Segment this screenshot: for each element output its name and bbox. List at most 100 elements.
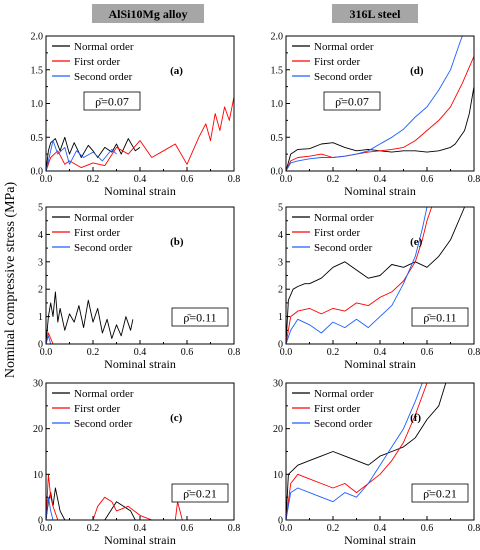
- legend-label: First order: [314, 56, 360, 68]
- series-group: [286, 207, 466, 344]
- y-tick-label: 2.0: [271, 32, 284, 43]
- column-header-right-text: 316L steel: [350, 7, 402, 21]
- x-tick-label: 0.4: [374, 523, 387, 534]
- series-line-second: [286, 36, 463, 171]
- legend: Normal order First order Second order: [292, 388, 374, 430]
- x-tick-label: 0.8: [228, 347, 241, 358]
- density-annotation: ρ̄=0.11: [183, 311, 216, 325]
- legend-label: Second order: [74, 242, 133, 254]
- series-group: [46, 473, 183, 520]
- y-tick-label: 2: [278, 285, 283, 296]
- series-line-first: [46, 96, 234, 171]
- y-tick-label: 2.0: [31, 32, 44, 43]
- x-tick-label: 0.8: [228, 174, 241, 185]
- density-annotation: ρ̄=0.21: [423, 487, 457, 501]
- x-tick-label: 0.2: [87, 174, 100, 185]
- series-line-normal: [286, 383, 447, 520]
- x-tick-label: 0.8: [228, 523, 241, 534]
- panel-letter: (f): [410, 412, 421, 424]
- legend-label: Normal order: [74, 212, 134, 224]
- y-tick-label: 1.5: [271, 65, 284, 76]
- density-box: [83, 91, 141, 111]
- y-tick-label: 30: [273, 379, 283, 390]
- legend-label: First order: [314, 403, 360, 415]
- x-tick-label: 0.8: [468, 174, 480, 185]
- series-line-normal: [46, 291, 134, 344]
- density-annotation: ρ̄=0.07: [335, 95, 369, 109]
- series-line-second: [286, 207, 428, 344]
- y-tick-label: 1.5: [31, 65, 44, 76]
- y-tick-label: 5: [278, 203, 283, 214]
- legend-label: Normal order: [74, 41, 134, 53]
- y-tick-label: 0.0: [271, 167, 284, 178]
- y-tick-label: 1.0: [271, 99, 284, 110]
- x-tick-label: 0.6: [181, 174, 194, 185]
- y-tick-label: 4: [278, 230, 283, 241]
- x-tick-label: 0.6: [181, 347, 194, 358]
- x-axis-label: Nominal strain: [104, 357, 176, 371]
- series-line-normal: [46, 136, 141, 171]
- panel-d: 0.0 0.2 0.4 0.6 0.8 0.0 0.5 1.0 1.5 2.0 Nominal st…: [271, 32, 480, 199]
- density-box: [171, 483, 229, 503]
- series-line-second: [46, 140, 117, 171]
- legend-label: Normal order: [314, 212, 374, 224]
- x-tick-label: 0.4: [134, 347, 147, 358]
- y-tick-label: 5: [38, 203, 43, 214]
- legend-label: Second order: [74, 418, 133, 430]
- x-tick-label: 0.4: [134, 174, 147, 185]
- legend: Normal order First order Second order: [52, 41, 134, 83]
- x-tick-label: 0.6: [421, 174, 434, 185]
- y-tick-label: 10: [33, 470, 43, 481]
- y-tick-label: 0: [38, 516, 43, 527]
- y-tick-label: 4: [38, 230, 43, 241]
- legend-label: Second order: [74, 71, 133, 83]
- legend-label: Normal order: [74, 388, 134, 400]
- x-axis-label: Nominal strain: [344, 184, 416, 198]
- y-tick-label: 1: [278, 312, 283, 323]
- x-tick-label: 0.4: [374, 174, 387, 185]
- y-tick-label: 1.0: [31, 99, 44, 110]
- x-tick-label: 0.0: [280, 174, 293, 185]
- legend-label: Normal order: [314, 41, 374, 53]
- legend: Normal order First order Second order: [52, 388, 134, 430]
- y-tick-label: 30: [33, 379, 43, 390]
- series-line-first: [286, 383, 428, 520]
- y-tick-label: 20: [33, 424, 43, 435]
- y-tick-label: 0.5: [271, 133, 284, 144]
- column-header-right: 316L steel: [332, 4, 418, 23]
- x-tick-label: 0.2: [87, 347, 100, 358]
- legend-label: Normal order: [314, 388, 374, 400]
- density-box: [323, 91, 381, 111]
- panel-e: 0.0 0.2 0.4 0.6 0.8 0 1 2 3 4 5 Nominal strain Norma…: [278, 203, 480, 372]
- y-tick-label: 0: [278, 516, 283, 527]
- column-header-left: AlSi10Mg alloy: [92, 4, 204, 23]
- y-tick-label: 3: [278, 257, 283, 268]
- y-tick-label: 0.5: [31, 133, 44, 144]
- series-line-normal: [286, 86, 474, 171]
- panel-f: 0.0 0.2 0.4 0.6 0.8 0 10 20 30 Nominal strain Norm…: [273, 379, 480, 548]
- series-line-second: [46, 335, 52, 344]
- legend-label: First order: [74, 227, 120, 239]
- y-tick-label: 0: [278, 340, 283, 351]
- x-axis-label: Nominal strain: [344, 533, 416, 547]
- y-tick-label: 10: [273, 470, 283, 481]
- x-tick-label: 0.2: [327, 347, 340, 358]
- legend-label: First order: [74, 56, 120, 68]
- x-tick-label: 0.6: [421, 523, 434, 534]
- density-annotation: ρ̄=0.07: [95, 95, 129, 109]
- legend: Normal order First order Second order: [292, 212, 374, 254]
- legend-label: First order: [74, 403, 120, 415]
- shared-y-axis-label: Nominal compressive stress (MPa): [3, 181, 18, 378]
- x-axis-label: Nominal strain: [104, 184, 176, 198]
- x-tick-label: 0.8: [468, 347, 480, 358]
- x-tick-label: 0.0: [40, 174, 53, 185]
- x-axis-label: Nominal strain: [344, 357, 416, 371]
- series-line-first: [46, 473, 183, 520]
- y-tick-label: 2: [38, 285, 43, 296]
- series-line-normal: [46, 487, 136, 520]
- x-tick-label: 0.0: [280, 347, 293, 358]
- legend-label: Second order: [314, 71, 373, 83]
- density-box: [411, 307, 469, 327]
- y-tick-label: 3: [38, 257, 43, 268]
- panel-letter: (e): [410, 236, 423, 248]
